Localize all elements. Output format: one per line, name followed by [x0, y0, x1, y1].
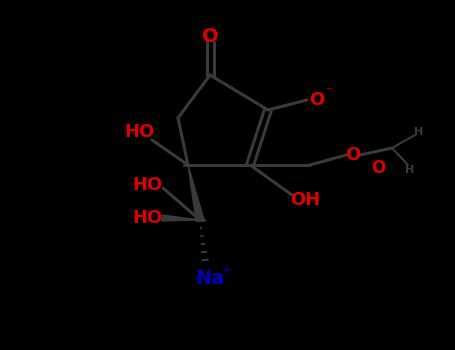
- Text: O: O: [309, 91, 324, 109]
- Text: H: H: [415, 127, 424, 137]
- Polygon shape: [188, 165, 204, 221]
- Text: H: H: [405, 165, 415, 175]
- Text: HO: HO: [125, 123, 155, 141]
- Text: HO: HO: [132, 176, 162, 194]
- Polygon shape: [162, 215, 200, 221]
- Text: O: O: [202, 27, 218, 46]
- Text: O: O: [371, 159, 385, 177]
- Text: +: +: [220, 263, 232, 277]
- Text: OH: OH: [290, 191, 320, 209]
- Text: Na: Na: [195, 268, 225, 287]
- Text: HO: HO: [133, 209, 163, 227]
- Text: O: O: [345, 146, 361, 164]
- Text: ⁻: ⁻: [325, 85, 333, 99]
